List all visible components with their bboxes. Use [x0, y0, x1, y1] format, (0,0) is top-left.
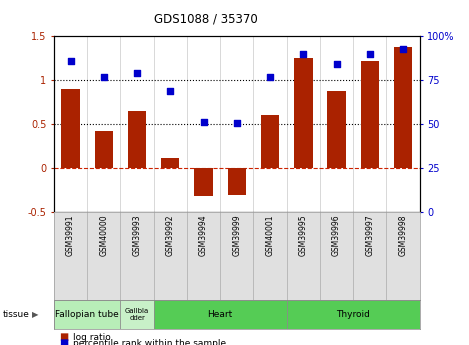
Text: GSM39993: GSM39993	[133, 215, 142, 256]
Bar	[61, 89, 80, 168]
Text: GSM39991: GSM39991	[66, 215, 75, 256]
Bar	[361, 61, 379, 168]
Point	[166, 88, 174, 93]
Text: percentile rank within the sample: percentile rank within the sample	[73, 339, 226, 345]
Point	[133, 70, 141, 76]
Point	[233, 120, 241, 126]
Point	[67, 58, 74, 63]
Text: ▶: ▶	[32, 310, 38, 319]
Bar	[128, 111, 146, 168]
Text: GSM40000: GSM40000	[99, 215, 108, 256]
Bar	[261, 115, 279, 168]
Point	[400, 46, 407, 51]
Point	[300, 51, 307, 57]
Text: GSM40001: GSM40001	[265, 215, 275, 256]
Text: Heart: Heart	[208, 310, 233, 319]
Text: GSM39997: GSM39997	[365, 215, 374, 256]
Bar	[294, 58, 312, 168]
Point	[366, 51, 374, 57]
Bar	[195, 168, 213, 196]
Text: GSM39998: GSM39998	[399, 215, 408, 256]
Text: Thyroid: Thyroid	[336, 310, 370, 319]
Bar	[227, 168, 246, 195]
Text: GSM39999: GSM39999	[232, 215, 242, 256]
Point	[100, 74, 107, 79]
Text: GDS1088 / 35370: GDS1088 / 35370	[154, 12, 258, 25]
Bar	[394, 47, 412, 168]
Bar	[161, 158, 180, 168]
Bar	[121, 300, 154, 329]
Text: ■: ■	[59, 333, 68, 342]
Text: GSM39996: GSM39996	[332, 215, 341, 256]
Text: Gallbla
dder: Gallbla dder	[125, 308, 149, 321]
Text: log ratio: log ratio	[73, 333, 110, 342]
Bar	[327, 91, 346, 168]
Bar	[287, 300, 420, 329]
Text: ■: ■	[59, 338, 68, 345]
Text: Fallopian tube: Fallopian tube	[55, 310, 119, 319]
Text: GSM39995: GSM39995	[299, 215, 308, 256]
Text: GSM39992: GSM39992	[166, 215, 175, 256]
Bar	[54, 300, 121, 329]
Point	[266, 74, 274, 79]
Point	[200, 120, 207, 125]
Bar	[95, 131, 113, 168]
Point	[333, 62, 340, 67]
Text: GSM39994: GSM39994	[199, 215, 208, 256]
Text: tissue: tissue	[2, 310, 29, 319]
Bar	[154, 300, 287, 329]
